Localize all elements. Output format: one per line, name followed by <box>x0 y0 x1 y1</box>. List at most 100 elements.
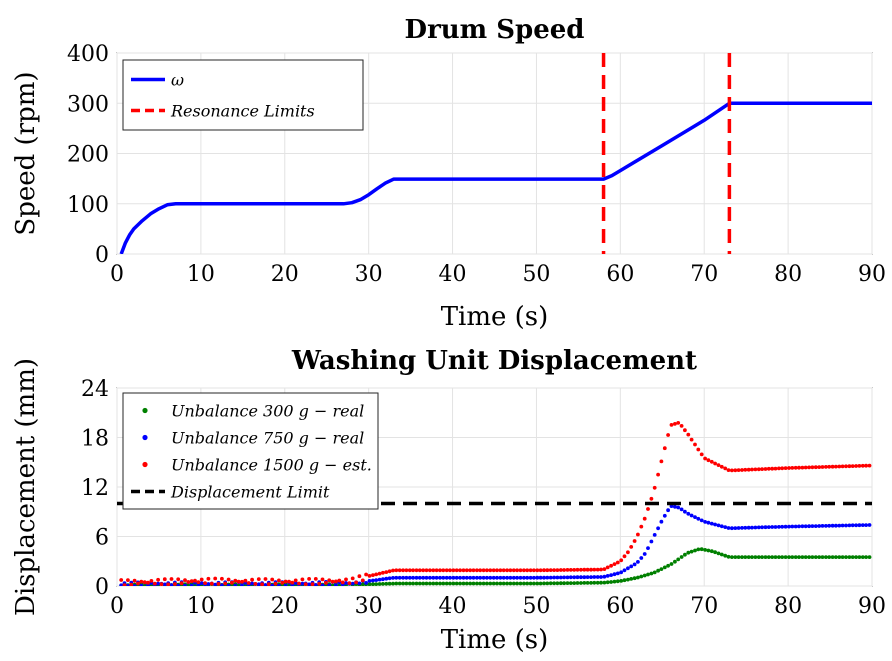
legend-box <box>122 59 364 131</box>
x-tick-label: 50 <box>522 262 550 287</box>
scatter-series-2 <box>119 421 872 586</box>
scatter-point <box>532 568 536 573</box>
scatter-point <box>750 555 754 559</box>
scatter-point <box>730 555 734 559</box>
scatter-point <box>666 563 670 568</box>
legend-entry: Unbalance 300 g − real <box>171 402 364 421</box>
scatter-point <box>152 581 157 586</box>
scatter-point <box>397 581 402 586</box>
scatter-point <box>471 581 476 586</box>
scatter-point <box>622 578 627 583</box>
scatter-point <box>827 523 832 528</box>
scatter-point <box>857 464 862 468</box>
x-tick-label: 80 <box>774 262 802 287</box>
scatter-point <box>642 516 647 521</box>
scatter-point <box>381 582 385 586</box>
scatter-point <box>773 466 778 471</box>
scatter-point <box>716 523 721 528</box>
legend-entry: Displacement Limit <box>170 483 330 502</box>
scatter-point <box>736 468 741 472</box>
scatter-point <box>662 513 667 518</box>
legend-entry: Unbalance 1500 g − est. <box>171 456 372 475</box>
scatter-point <box>683 428 687 433</box>
scatter-point <box>766 466 771 471</box>
scatter-point <box>354 580 358 585</box>
scatter-point <box>417 581 422 586</box>
scatter-point <box>293 581 298 585</box>
scatter-point <box>568 568 573 572</box>
scatter-point <box>522 575 526 580</box>
scatter-point <box>696 547 701 552</box>
scatter-point <box>139 583 144 586</box>
scatter-point <box>666 433 670 437</box>
scatter-point <box>824 555 828 559</box>
scatter-point <box>756 467 761 472</box>
scatter-point <box>495 575 499 580</box>
scatter-point <box>313 583 318 586</box>
scatter-point <box>605 580 610 585</box>
scatter-point <box>357 581 362 586</box>
scatter-point <box>357 574 362 579</box>
scatter-point <box>280 580 285 585</box>
scatter-point <box>770 555 775 559</box>
scatter-point <box>736 555 741 559</box>
scatter-point <box>834 555 838 559</box>
scatter-point <box>189 583 194 586</box>
scatter-point <box>451 568 456 573</box>
scatter-point <box>209 581 214 586</box>
scatter-point <box>166 582 171 586</box>
scatter-point <box>454 568 459 573</box>
scatter-point <box>545 575 550 580</box>
x-tick-label: 60 <box>606 262 634 287</box>
scatter-point <box>716 551 721 556</box>
scatter-point <box>387 569 392 574</box>
scatter-point <box>448 568 452 573</box>
scatter-point <box>233 578 238 583</box>
scatter-point <box>468 568 473 573</box>
scatter-point <box>320 583 325 586</box>
scatter-point <box>481 568 486 573</box>
scatter-point <box>283 583 288 586</box>
scatter-point <box>689 437 694 442</box>
scatter-point <box>730 468 734 473</box>
scatter-point <box>602 567 607 571</box>
scatter-point <box>666 508 670 513</box>
x-tick-label: 20 <box>271 594 299 619</box>
scatter-point <box>756 555 761 559</box>
scatter-point <box>256 582 261 586</box>
scatter-point <box>699 452 704 457</box>
scatter-point <box>522 581 526 586</box>
y-tick-label: 0 <box>95 243 109 268</box>
legend-box <box>122 392 379 510</box>
scatter-point <box>297 581 301 586</box>
scatter-point <box>475 575 479 580</box>
scatter-point <box>673 504 677 509</box>
scatter-point <box>746 467 751 472</box>
scatter-point <box>626 550 630 555</box>
scatter-point <box>448 581 452 586</box>
scatter-point <box>444 581 449 586</box>
scatter-point <box>726 526 731 530</box>
scatter-point <box>673 422 677 426</box>
scatter-point <box>555 581 560 586</box>
scatter-point <box>585 567 590 572</box>
scatter-point <box>307 582 311 586</box>
scatter-point <box>324 581 328 585</box>
scatter-point <box>501 581 506 586</box>
scatter-point <box>817 555 822 559</box>
scatter-point <box>824 465 828 469</box>
scatter-point <box>803 465 808 470</box>
scatter-point <box>347 581 352 586</box>
scatter-point <box>706 458 711 463</box>
scatter-point <box>787 466 791 470</box>
scatter-point <box>555 568 560 572</box>
scatter-point <box>803 555 808 559</box>
scatter-point <box>790 524 795 529</box>
scatter-point <box>609 573 613 577</box>
scatter-point <box>377 582 382 586</box>
scatter-point <box>770 525 775 529</box>
scatter-point <box>679 424 684 428</box>
scatter-point <box>813 524 818 528</box>
scatter-point <box>797 555 801 559</box>
scatter-point <box>213 576 218 581</box>
